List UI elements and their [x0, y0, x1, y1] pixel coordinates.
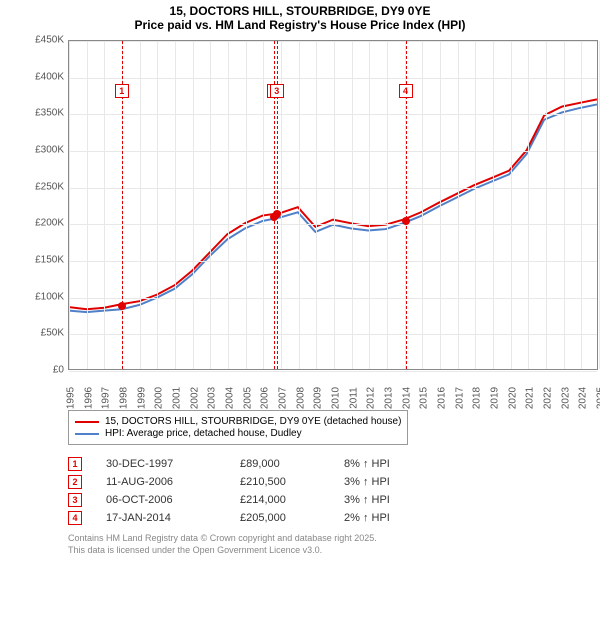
- sale-marker-box: 4: [399, 84, 413, 98]
- legend-label-paid: 15, DOCTORS HILL, STOURBRIDGE, DY9 0YE (…: [105, 416, 401, 427]
- x-tick-label: 2020: [507, 387, 518, 409]
- x-tick-label: 2006: [260, 387, 271, 409]
- x-tick-label: 2014: [401, 387, 412, 409]
- sale-marker-box: 3: [270, 84, 284, 98]
- x-tick-label: 2018: [472, 387, 483, 409]
- x-tick-label: 2021: [525, 387, 536, 409]
- legend: 15, DOCTORS HILL, STOURBRIDGE, DY9 0YE (…: [68, 410, 408, 445]
- sale-number-box: 2: [68, 475, 82, 489]
- footer-line-2: This data is licensed under the Open Gov…: [68, 545, 532, 557]
- legend-row-paid: 15, DOCTORS HILL, STOURBRIDGE, DY9 0YE (…: [75, 416, 401, 427]
- y-tick-label: £200K: [35, 218, 64, 229]
- sale-price: £205,000: [240, 512, 320, 524]
- x-tick-label: 2015: [419, 387, 430, 409]
- x-tick-label: 2002: [189, 387, 200, 409]
- legend-label-hpi: HPI: Average price, detached house, Dudl…: [105, 428, 302, 439]
- sale-price: £214,000: [240, 494, 320, 506]
- x-tick-label: 1998: [119, 387, 130, 409]
- x-tick-label: 2016: [437, 387, 448, 409]
- x-tick-label: 2001: [172, 387, 183, 409]
- x-tick-label: 2022: [543, 387, 554, 409]
- sale-pct: 8% ↑ HPI: [344, 458, 424, 470]
- sale-date: 06-OCT-2006: [106, 494, 216, 506]
- sale-number-box: 4: [68, 511, 82, 525]
- sale-row: 1 30-DEC-1997 £89,000 8% ↑ HPI: [68, 457, 592, 471]
- legend-swatch-hpi: [75, 433, 99, 435]
- x-tick-label: 2012: [366, 387, 377, 409]
- x-tick-label: 1996: [83, 387, 94, 409]
- x-tick-label: 2004: [225, 387, 236, 409]
- x-tick-label: 2009: [313, 387, 324, 409]
- sale-marker-dot: [118, 302, 126, 310]
- sale-pct: 2% ↑ HPI: [344, 512, 424, 524]
- sale-date: 11-AUG-2006: [106, 476, 216, 488]
- sale-row: 3 06-OCT-2006 £214,000 3% ↑ HPI: [68, 493, 592, 507]
- x-axis-labels: 1995199619971998199920002001200220032004…: [68, 372, 598, 402]
- sale-price: £89,000: [240, 458, 320, 470]
- x-tick-label: 2019: [490, 387, 501, 409]
- y-tick-label: £400K: [35, 71, 64, 82]
- y-tick-label: £100K: [35, 291, 64, 302]
- x-tick-label: 2008: [295, 387, 306, 409]
- sale-price: £210,500: [240, 476, 320, 488]
- y-axis-labels: £0£50K£100K£150K£200K£250K£300K£350K£400…: [28, 40, 66, 370]
- sale-number-box: 3: [68, 493, 82, 507]
- sale-pct: 3% ↑ HPI: [344, 494, 424, 506]
- chart-area: £0 £50K £100K £150K £200K £250K £300K £350K £400…: [28, 40, 598, 400]
- x-tick-label: 2017: [454, 387, 465, 409]
- x-tick-label: 2003: [207, 387, 218, 409]
- y-tick-label: £0: [53, 365, 64, 376]
- x-tick-label: 2007: [278, 387, 289, 409]
- y-tick-label: £300K: [35, 145, 64, 156]
- sale-marker-dot: [273, 210, 281, 218]
- y-tick-label: £250K: [35, 181, 64, 192]
- x-tick-label: 2010: [331, 387, 342, 409]
- x-tick-label: 2024: [578, 387, 589, 409]
- legend-swatch-paid: [75, 421, 99, 423]
- x-tick-label: 2025: [596, 387, 600, 409]
- sale-pct: 3% ↑ HPI: [344, 476, 424, 488]
- sale-number-box: 1: [68, 457, 82, 471]
- sale-date: 17-JAN-2014: [106, 512, 216, 524]
- chart-lines-svg: [69, 41, 597, 369]
- footer-line-1: Contains HM Land Registry data © Crown c…: [68, 533, 532, 545]
- x-tick-label: 2013: [384, 387, 395, 409]
- x-tick-label: 2023: [560, 387, 571, 409]
- x-tick-label: 1997: [101, 387, 112, 409]
- sale-row: 4 17-JAN-2014 £205,000 2% ↑ HPI: [68, 511, 592, 525]
- y-tick-label: £350K: [35, 108, 64, 119]
- legend-row-hpi: HPI: Average price, detached house, Dudl…: [75, 428, 401, 439]
- sale-marker-box: 1: [115, 84, 129, 98]
- sale-date: 30-DEC-1997: [106, 458, 216, 470]
- plot-area: 1234: [68, 40, 598, 370]
- x-tick-label: 2011: [348, 387, 359, 409]
- title-line-2: Price paid vs. HM Land Registry's House …: [8, 18, 592, 32]
- x-tick-label: 2000: [154, 387, 165, 409]
- x-tick-label: 1999: [136, 387, 147, 409]
- title-line-1: 15, DOCTORS HILL, STOURBRIDGE, DY9 0YE: [8, 4, 592, 18]
- x-tick-label: 2005: [242, 387, 253, 409]
- x-tick-label: 1995: [66, 387, 77, 409]
- sale-marker-dot: [402, 217, 410, 225]
- footer: Contains HM Land Registry data © Crown c…: [68, 533, 532, 556]
- sale-row: 2 11-AUG-2006 £210,500 3% ↑ HPI: [68, 475, 592, 489]
- y-tick-label: £450K: [35, 35, 64, 46]
- y-tick-label: £150K: [35, 255, 64, 266]
- y-tick-label: £50K: [41, 328, 64, 339]
- sales-table: 1 30-DEC-1997 £89,000 8% ↑ HPI 2 11-AUG-2006 £…: [68, 457, 592, 525]
